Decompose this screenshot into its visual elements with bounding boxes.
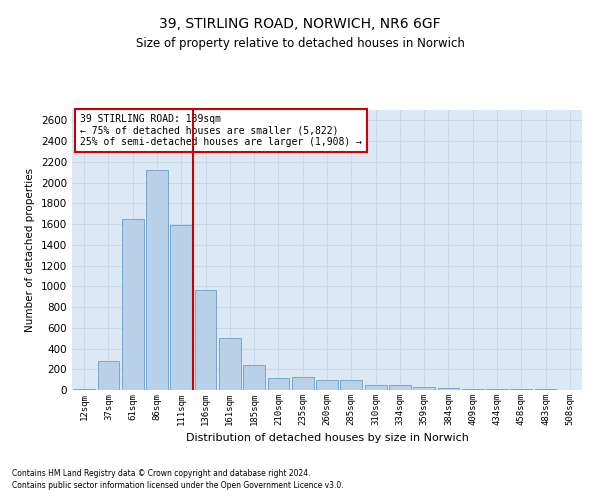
Bar (243, 365, 265, 390)
Text: Contains HM Land Registry data © Crown copyright and database right 2024.: Contains HM Land Registry data © Crown c… (12, 468, 311, 477)
Text: 39 STIRLING ROAD: 139sqm
← 75% of detached houses are smaller (5,822)
25% of sem: 39 STIRLING ROAD: 139sqm ← 75% of detach… (80, 114, 362, 148)
Bar (365, 386, 386, 390)
Bar (389, 386, 411, 390)
Bar (316, 380, 338, 390)
Y-axis label: Number of detached properties: Number of detached properties (25, 168, 35, 332)
Bar (462, 389, 484, 390)
X-axis label: Distribution of detached houses by size in Norwich: Distribution of detached houses by size … (185, 434, 469, 444)
Bar (73, 389, 95, 390)
Bar (122, 219, 143, 390)
Text: 39, STIRLING ROAD, NORWICH, NR6 6GF: 39, STIRLING ROAD, NORWICH, NR6 6GF (159, 18, 441, 32)
Text: Contains public sector information licensed under the Open Government Licence v3: Contains public sector information licen… (12, 481, 344, 490)
Bar (219, 338, 241, 390)
Bar (292, 377, 314, 390)
Bar (170, 225, 192, 390)
Bar (146, 170, 168, 390)
Bar (437, 388, 460, 390)
Text: Size of property relative to detached houses in Norwich: Size of property relative to detached ho… (136, 38, 464, 51)
Bar (268, 378, 289, 390)
Bar (413, 387, 435, 390)
Bar (97, 361, 119, 390)
Bar (194, 290, 217, 390)
Bar (340, 380, 362, 390)
